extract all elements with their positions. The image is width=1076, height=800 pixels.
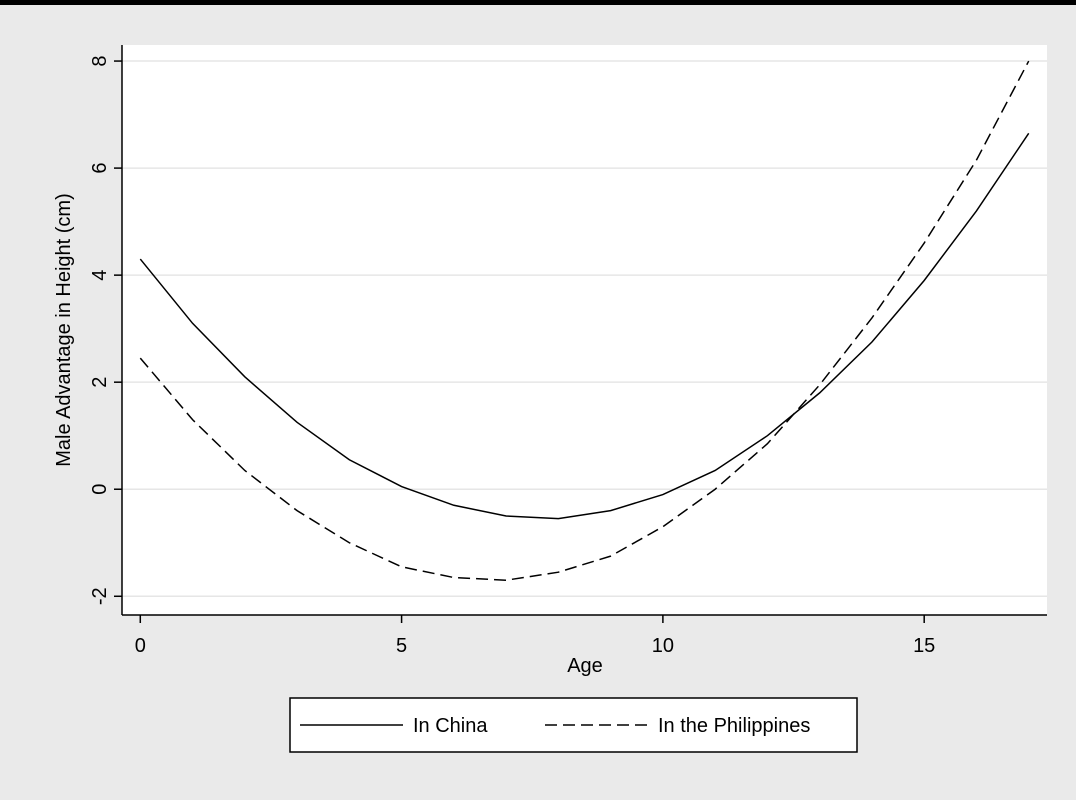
- y-tick-label: 8: [89, 55, 111, 66]
- series-line: [139, 132, 1030, 520]
- top-bar: [0, 0, 1076, 5]
- x-axis-label: Age: [567, 655, 603, 677]
- y-axis-label: Male Advantage in Height (cm): [53, 193, 75, 466]
- y-tick-label: 0: [89, 484, 111, 495]
- plot-area: [122, 45, 1047, 615]
- y-tick-label: 2: [89, 377, 111, 388]
- y-tick-label: -2: [89, 587, 111, 605]
- legend-label: In the Philippines: [658, 715, 810, 737]
- x-tick-label: 10: [652, 635, 674, 657]
- series-line: [139, 60, 1030, 581]
- x-tick-label: 15: [913, 635, 935, 657]
- x-tick-label: 0: [135, 635, 146, 657]
- x-tick-label: 5: [396, 635, 407, 657]
- legend-label: In China: [413, 715, 488, 737]
- y-tick-label: 6: [89, 163, 111, 174]
- y-tick-label: 4: [89, 270, 111, 281]
